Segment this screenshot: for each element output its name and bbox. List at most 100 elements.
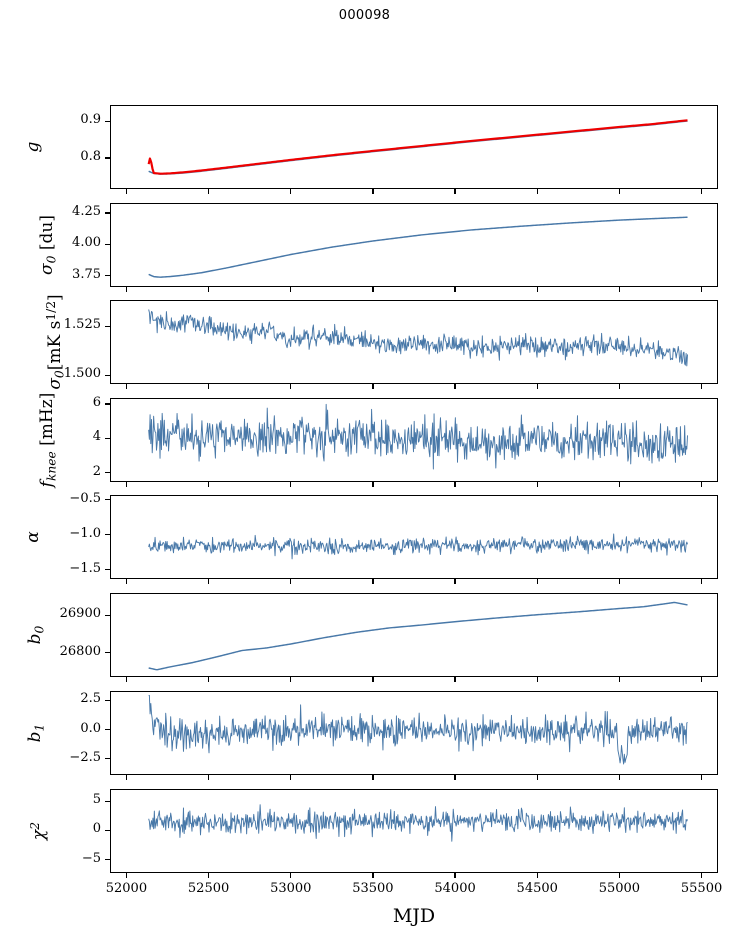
y-tick-mark bbox=[105, 614, 110, 616]
x-tick-mark bbox=[207, 189, 210, 194]
y-tick-mark bbox=[105, 275, 110, 277]
x-tick-mark bbox=[536, 775, 538, 780]
y-tick-label-gain: 0.8 bbox=[80, 148, 101, 164]
y-tick-mark bbox=[105, 374, 110, 376]
series-b1 bbox=[148, 694, 688, 765]
x-tick-mark bbox=[700, 189, 703, 194]
x-tick-mark bbox=[125, 287, 128, 292]
y-tick-label-gain: 0.9 bbox=[80, 112, 101, 128]
figure-title: 000098 bbox=[338, 8, 391, 23]
series-b0 bbox=[148, 601, 688, 671]
plot-panel-chi2 bbox=[110, 789, 718, 873]
x-tick-mark bbox=[536, 287, 538, 292]
x-tick-label-2: 53000 bbox=[270, 881, 312, 896]
x-tick-mark bbox=[372, 677, 374, 682]
y-tick-label-chi2: 5 bbox=[92, 792, 101, 808]
x-tick-mark bbox=[454, 775, 456, 780]
y-tick-label-b1: 0.0 bbox=[80, 720, 101, 736]
y-tick-label-fknee: 4 bbox=[92, 429, 101, 445]
y-tick-mark bbox=[105, 437, 110, 439]
x-tick-mark bbox=[454, 482, 456, 487]
x-tick-mark bbox=[372, 287, 374, 292]
x-tick-mark bbox=[125, 873, 128, 878]
x-tick-mark bbox=[290, 873, 292, 878]
y-tick-mark bbox=[105, 471, 110, 474]
x-tick-mark bbox=[536, 873, 538, 878]
y-axis-label-fknee: fknee [mHz] bbox=[37, 392, 59, 488]
x-tick-mark bbox=[125, 384, 128, 389]
x-tick-mark bbox=[700, 677, 703, 682]
x-tick-mark bbox=[372, 775, 374, 780]
x-tick-mark bbox=[454, 677, 456, 682]
y-tick-mark bbox=[105, 800, 110, 802]
x-tick-mark bbox=[125, 189, 128, 194]
x-tick-label-7: 55500 bbox=[680, 881, 723, 896]
x-tick-mark bbox=[125, 482, 128, 487]
x-tick-mark bbox=[618, 287, 620, 292]
y-tick-label-alpha: −0.5 bbox=[69, 490, 101, 506]
y-tick-label-alpha: −1.5 bbox=[69, 560, 101, 576]
y-tick-mark bbox=[105, 243, 110, 245]
series-g_measured bbox=[147, 119, 688, 175]
y-tick-label-fknee: 6 bbox=[92, 395, 101, 410]
x-tick-mark bbox=[290, 384, 292, 389]
x-tick-label-1: 52500 bbox=[187, 881, 230, 896]
y-tick-mark bbox=[105, 758, 110, 760]
series-sigma0 bbox=[148, 216, 688, 278]
x-tick-mark bbox=[454, 873, 456, 878]
series-f_knee bbox=[148, 403, 688, 470]
x-tick-mark bbox=[618, 775, 620, 780]
y-axis-label-b0: b0 bbox=[25, 625, 47, 645]
y-axis-label-sigma0_du: σ0 [du] bbox=[37, 215, 59, 275]
y-tick-label-sigma0_du: 4.25 bbox=[72, 204, 101, 220]
x-tick-label-0: 52000 bbox=[105, 881, 148, 896]
series-alpha bbox=[148, 533, 688, 560]
x-tick-mark bbox=[290, 579, 292, 584]
x-tick-mark bbox=[290, 287, 292, 292]
x-tick-mark bbox=[207, 775, 210, 780]
plot-panel-b0 bbox=[110, 593, 718, 677]
y-tick-mark bbox=[105, 569, 110, 571]
y-tick-mark bbox=[105, 403, 110, 405]
x-tick-mark bbox=[290, 677, 292, 682]
x-tick-mark bbox=[125, 579, 128, 584]
y-tick-label-sigma0_mk: 1.525 bbox=[63, 317, 101, 333]
y-tick-label-fknee: 2 bbox=[92, 463, 101, 479]
x-tick-mark bbox=[372, 384, 374, 389]
x-tick-mark bbox=[454, 579, 456, 584]
x-tick-label-4: 54000 bbox=[434, 881, 476, 896]
plot-panel-sigma0_du bbox=[110, 203, 718, 287]
x-tick-mark bbox=[207, 482, 210, 487]
x-tick-mark bbox=[454, 384, 456, 389]
x-tick-mark bbox=[290, 482, 292, 487]
x-tick-mark bbox=[700, 775, 703, 780]
y-axis-label-b1: b1 bbox=[25, 723, 47, 743]
y-tick-label-b1: 2.5 bbox=[80, 691, 101, 707]
x-tick-mark bbox=[618, 873, 620, 878]
x-tick-mark bbox=[207, 677, 210, 682]
y-axis-label-sigma0_mk: σ0[mK s1/2] bbox=[44, 294, 67, 390]
x-tick-mark bbox=[207, 287, 210, 292]
x-tick-mark bbox=[536, 482, 538, 487]
y-tick-mark bbox=[105, 499, 110, 501]
x-tick-mark bbox=[700, 482, 703, 487]
x-tick-mark bbox=[207, 384, 210, 389]
y-tick-mark bbox=[105, 829, 110, 831]
x-tick-mark bbox=[372, 873, 374, 878]
series-sigma0_mK bbox=[148, 309, 688, 367]
x-tick-mark bbox=[700, 579, 703, 584]
x-tick-label-5: 54500 bbox=[516, 881, 558, 896]
x-tick-mark bbox=[125, 775, 128, 780]
plot-panel-b1 bbox=[110, 691, 718, 775]
plot-panel-gain bbox=[110, 105, 718, 189]
y-axis-label-alpha: α bbox=[23, 531, 43, 543]
x-tick-label-6: 55000 bbox=[598, 881, 641, 896]
y-axis-label-gain: g bbox=[23, 141, 43, 153]
x-tick-label-3: 53500 bbox=[352, 881, 394, 896]
y-tick-label-b0: 26900 bbox=[59, 606, 101, 622]
y-tick-label-alpha: −1.0 bbox=[69, 525, 101, 541]
y-tick-label-sigma0_du: 3.75 bbox=[72, 266, 101, 282]
y-tick-label-b0: 26800 bbox=[59, 643, 101, 659]
x-tick-mark bbox=[290, 189, 292, 194]
